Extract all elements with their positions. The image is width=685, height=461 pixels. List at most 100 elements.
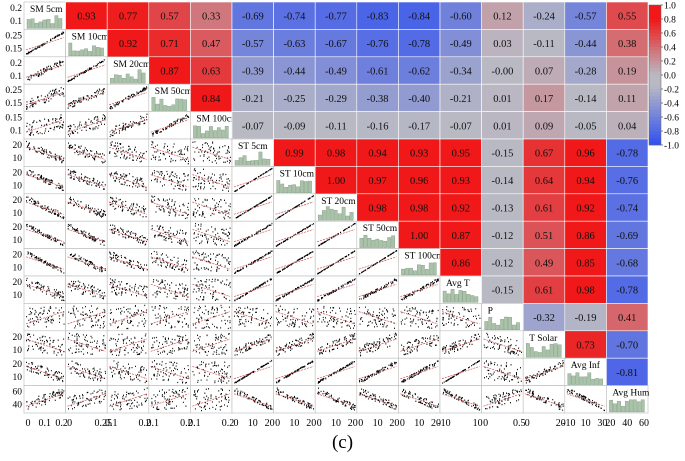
corr-cell-3-7 [314, 83, 358, 112]
x-tick-label-13-2: 30 [597, 418, 607, 429]
corr-value-3-8: -0.38 [367, 94, 389, 105]
corr-value-4-6: -0.09 [283, 121, 305, 132]
scatter-points-14-13 [566, 389, 605, 412]
colorbar-step-20 [649, 75, 661, 79]
colorbar-step-31 [649, 113, 661, 118]
fit-line-10-1 [67, 283, 106, 297]
x-tick-label-9-1: 10 [414, 418, 424, 429]
variable-label-2: SM 20cm [113, 60, 151, 70]
hist-bar-10-1 [446, 293, 451, 303]
fit-line-14-11 [483, 393, 522, 407]
hist-bar-2-6 [133, 78, 138, 84]
scatter-points-9-5 [234, 250, 273, 274]
hist-bar-0-1 [30, 18, 35, 29]
corr-value-1-8: -0.76 [367, 39, 389, 50]
corr-value-0-5: -0.69 [242, 12, 264, 23]
scatter-cell-7-4 [190, 193, 233, 222]
corr-value-4-13: -0.05 [575, 121, 597, 132]
colorbar-step-17 [649, 64, 661, 69]
colorbar-step-26 [649, 96, 661, 100]
corr-cell-4-8 [356, 111, 399, 140]
corr-cell-8-11 [481, 220, 524, 249]
y-tick-label-0-1: 0.1 [10, 17, 22, 27]
diag-label-bg-11 [486, 304, 521, 316]
colorbar-tick-label-2: 0.6 [664, 30, 676, 40]
x-tick-label-5-2: 20 [265, 418, 275, 429]
y-tick-label-4-0: 0.15 [5, 114, 22, 124]
hist-bar-4-7 [220, 129, 225, 139]
corr-value-6-7: 1.00 [327, 176, 345, 187]
scatter-points-10-9 [400, 278, 439, 301]
fit-line-5-0 [25, 146, 64, 160]
corr-value-1-5: -0.57 [242, 39, 264, 50]
hist-bar-10-2 [450, 289, 455, 303]
scatter-cell-14-6 [273, 385, 316, 414]
scatter-cell-14-13 [564, 385, 607, 414]
corr-value-9-14: -0.68 [616, 258, 638, 269]
fit-line-13-2 [109, 366, 147, 380]
corr-cell-7-14 [606, 193, 649, 222]
colorbar-step-37 [649, 134, 661, 139]
fit-line-6-3 [150, 174, 189, 188]
hist-bar-7-1 [321, 210, 326, 221]
corr-cell-2-14 [606, 56, 649, 85]
corr-cell-5-13 [564, 138, 607, 167]
hist-bar-7-4 [333, 210, 338, 221]
hist-bar-6-3 [288, 184, 293, 193]
scatter-points-11-4 [192, 304, 231, 330]
colorbar-step-29 [649, 106, 661, 111]
colorbar-step-25 [649, 92, 661, 97]
scatter-points-14-12 [525, 388, 564, 411]
hist-bar-0-7 [54, 15, 59, 29]
corr-value-7-10: 0.92 [452, 204, 470, 215]
fit-line-13-0 [25, 366, 64, 380]
fit-line-14-1 [67, 393, 106, 407]
scatter-points-12-3 [151, 334, 190, 356]
corr-value-3-14: 0.11 [618, 94, 636, 105]
corr-cell-5-7 [314, 138, 358, 167]
corr-value-1-4: 0.47 [202, 39, 220, 50]
corr-value-1-3: 0.71 [160, 39, 178, 50]
diag-label-bg-0 [29, 3, 63, 15]
hist-bar-6-5 [296, 186, 300, 194]
corr-cell-11-14 [606, 303, 649, 332]
fit-line-11-2 [109, 311, 147, 325]
scatter-points-8-2 [110, 224, 148, 246]
scatter-cell-11-0 [23, 303, 66, 332]
variable-label-0: SM 5cm [30, 5, 63, 15]
fit-line-11-5 [233, 311, 272, 325]
corr-cell-7-12 [522, 193, 566, 222]
scatter-points-11-9 [400, 306, 439, 329]
fit-line-7-2 [109, 201, 147, 215]
scatter-points-4-0 [26, 114, 64, 136]
scatter-points-13-8 [359, 361, 397, 383]
scatter-cell-5-1 [65, 138, 108, 167]
scatter-points-3-1 [67, 88, 105, 109]
hist-bar-10-8 [474, 296, 479, 303]
x-tick-label-4-0: 0.1 [188, 418, 201, 429]
hist-bar-13-4 [583, 376, 588, 385]
corr-value-3-13: -0.14 [575, 94, 598, 105]
corr-value-3-11: 0.01 [493, 94, 511, 105]
fit-line-13-12 [525, 366, 563, 380]
corr-cell-0-8 [356, 1, 399, 30]
scatter-points-12-11 [483, 332, 522, 356]
scatter-points-6-3 [151, 169, 189, 191]
scatter-points-14-2 [110, 387, 148, 411]
fit-line-8-5 [233, 229, 272, 243]
hist-bar-3-7 [179, 98, 184, 111]
corr-value-5-11: -0.15 [491, 149, 513, 160]
hist-bar-3-4 [167, 106, 172, 111]
fit-line-14-5 [233, 393, 272, 407]
hist-bar-4-0 [193, 125, 197, 139]
fit-line-6-5 [233, 174, 272, 188]
corr-cell-7-11 [481, 193, 524, 222]
fit-line-8-7 [317, 229, 355, 243]
hist-bar-0-2 [34, 22, 39, 29]
corr-value-2-14: 0.19 [618, 67, 636, 78]
hist-bar-5-4 [250, 160, 255, 166]
scatter-cell-11-10 [439, 303, 482, 332]
hist-bar-11-6 [508, 317, 512, 330]
corr-cell-6-9 [398, 166, 441, 195]
fit-line-13-5 [233, 366, 272, 380]
